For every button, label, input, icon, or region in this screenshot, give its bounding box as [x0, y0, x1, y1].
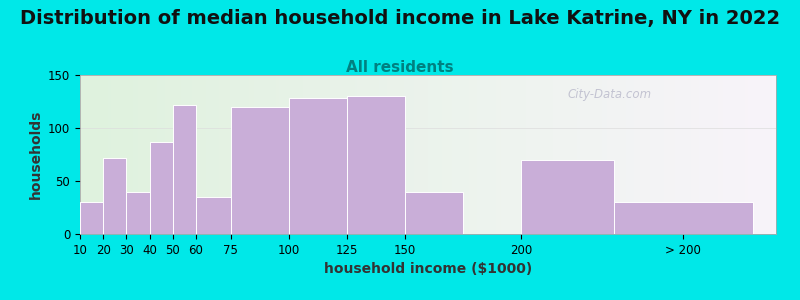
Bar [289, 98, 347, 234]
Bar [126, 192, 150, 234]
Bar [231, 107, 289, 234]
Bar [521, 160, 614, 234]
Bar [405, 192, 463, 234]
Bar [103, 158, 126, 234]
Bar [173, 105, 196, 234]
Bar [196, 197, 231, 234]
Y-axis label: households: households [29, 110, 42, 199]
Text: Distribution of median household income in Lake Katrine, NY in 2022: Distribution of median household income … [20, 9, 780, 28]
Bar [614, 202, 753, 234]
Bar [347, 96, 405, 234]
Text: City-Data.com: City-Data.com [567, 88, 651, 100]
Bar [80, 202, 103, 234]
Text: All residents: All residents [346, 60, 454, 75]
X-axis label: household income ($1000): household income ($1000) [324, 262, 532, 276]
Bar [150, 142, 173, 234]
